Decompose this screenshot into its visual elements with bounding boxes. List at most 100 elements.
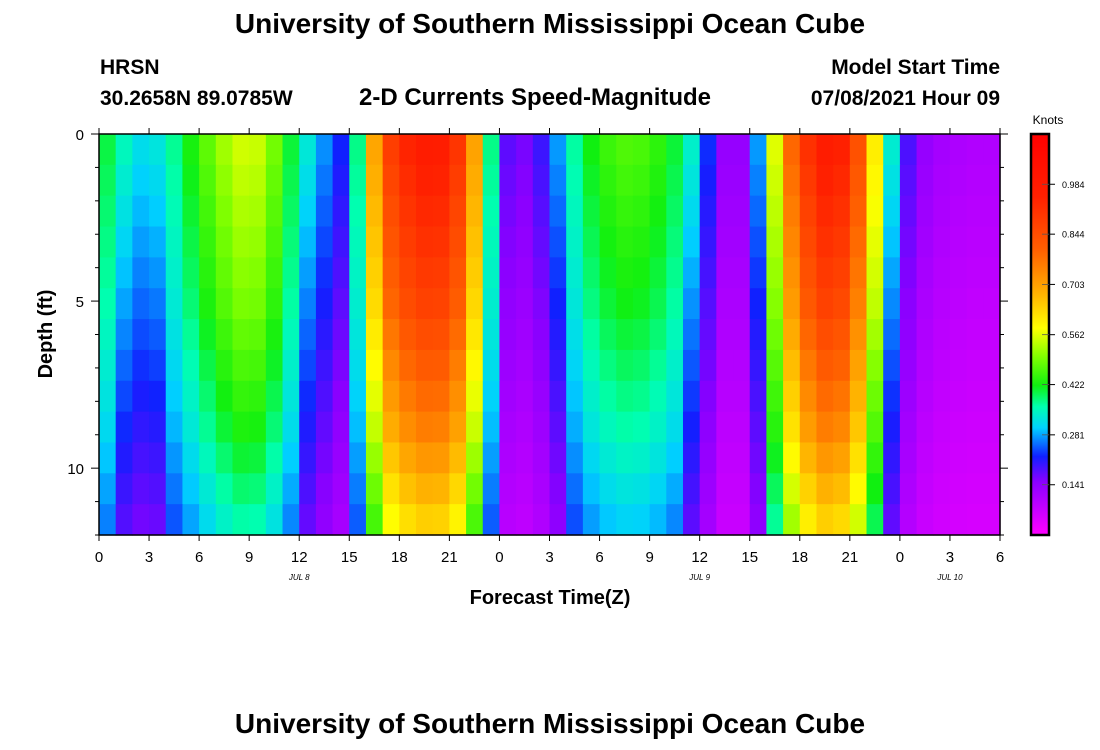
heatmap-cell (416, 504, 434, 536)
heatmap-cell (149, 134, 167, 166)
heatmap-cell (416, 257, 434, 289)
heatmap-cell (616, 195, 634, 228)
heatmap-cell (149, 257, 167, 289)
heatmap-cell (416, 442, 434, 474)
heatmap-cell (616, 442, 634, 474)
heatmap-cell (232, 349, 250, 382)
heatmap-cell (632, 319, 651, 351)
heatmap-cell (282, 504, 300, 536)
heatmap-cell (399, 164, 417, 197)
heatmap-cell (866, 349, 884, 382)
heatmap-cell (666, 473, 684, 505)
heatmap-cell (482, 134, 501, 166)
heatmap-cell (599, 349, 617, 382)
heatmap-cell (516, 319, 534, 351)
heatmap-cell (833, 257, 851, 289)
heatmap-cell (599, 473, 617, 505)
heatmap-cell (132, 504, 150, 536)
heatmap-cell (666, 226, 684, 258)
heatmap-cell (416, 288, 434, 320)
heatmap-cell (649, 442, 667, 474)
heatmap-cell (149, 288, 167, 320)
date-label: JUL 9 (688, 573, 710, 582)
heatmap-cell (699, 195, 717, 228)
colorbar-tick-label: 0.562 (1062, 330, 1085, 340)
heatmap-cell (532, 380, 551, 413)
heatmap-cell (983, 411, 1001, 444)
heatmap-cell (516, 442, 534, 474)
heatmap-cell (632, 380, 651, 413)
heatmap-cell (349, 504, 367, 536)
heatmap-cell (349, 288, 367, 320)
heatmap-cell (132, 473, 150, 505)
heatmap-cell (482, 473, 501, 505)
heatmap-cell (449, 473, 467, 505)
heatmap-cell (699, 288, 717, 320)
heatmap-cell (899, 442, 918, 474)
x-axis: 0 3 6 9 12 15 18 21 0 3 6 9 12 15 18 21 0 3 6 JUL 8 JUL 9 JUL… (95, 128, 1004, 582)
heatmap-cell (299, 226, 317, 258)
heatmap-cell (399, 288, 417, 320)
heatmap-cell (799, 226, 818, 258)
heatmap-cell (949, 380, 968, 413)
heatmap-cell (966, 288, 984, 320)
heatmap-cell (816, 226, 834, 258)
heatmap-cell (449, 288, 467, 320)
heatmap-cell (516, 164, 534, 197)
heatmap-cell (649, 349, 667, 382)
heatmap-cell (933, 257, 951, 289)
heatmap-cell (599, 504, 617, 536)
heatmap-cell (966, 380, 984, 413)
heatmap-cell (733, 226, 751, 258)
heatmap-cell (432, 442, 450, 474)
y-tick-label: 10 (67, 461, 84, 478)
heatmap-cell (616, 226, 634, 258)
heatmap-cell (632, 349, 651, 382)
heatmap-cell (199, 411, 217, 444)
heatmap-cell (549, 134, 567, 166)
heatmap-cell (115, 380, 133, 413)
heatmap-cell (249, 164, 267, 197)
heatmap-cell (232, 504, 250, 536)
heatmap-cell (549, 257, 567, 289)
heatmap-cell (582, 411, 601, 444)
heatmap-cell (265, 473, 284, 505)
heatmap-cell (299, 164, 317, 197)
heatmap-cell (549, 411, 567, 444)
heatmap-cell (682, 288, 701, 320)
heatmap-cell (699, 257, 717, 289)
heatmap-cell (199, 257, 217, 289)
heatmap-cell (432, 319, 450, 351)
heatmap-cell (599, 134, 617, 166)
heatmap-cell (466, 473, 484, 505)
heatmap-cell (933, 319, 951, 351)
heatmap-cell (165, 473, 184, 505)
heatmap-cell (232, 134, 250, 166)
heatmap-cell (399, 257, 417, 289)
heatmap-cell (449, 319, 467, 351)
heatmap-cell (382, 257, 400, 289)
heatmap-cell (682, 134, 701, 166)
colorbar-ticks: 0.141 0.281 0.422 0.562 0.703 0.844 0.984 (1042, 180, 1085, 490)
heatmap-cell (933, 195, 951, 228)
heatmap-cell (916, 195, 934, 228)
heatmap-cell (883, 504, 901, 536)
heatmap-cell (799, 164, 818, 197)
heatmap-cell (783, 442, 801, 474)
heatmap-cell (916, 473, 934, 505)
heatmap-cell (783, 257, 801, 289)
heatmap-cell (916, 349, 934, 382)
heatmap-cell (265, 349, 284, 382)
heatmap-cell (365, 134, 384, 166)
heatmap-cell (916, 442, 934, 474)
heatmap-cell (532, 195, 551, 228)
heatmap-cell (482, 195, 501, 228)
y-tick-label: 0 (76, 127, 84, 144)
heatmap-cell (265, 226, 284, 258)
heatmap-cell (499, 411, 517, 444)
heatmap-cell (499, 349, 517, 382)
heatmap-cell (132, 164, 150, 197)
heatmap-cell (816, 257, 834, 289)
heatmap-cell (416, 319, 434, 351)
x-tick-label: 0 (495, 549, 503, 566)
